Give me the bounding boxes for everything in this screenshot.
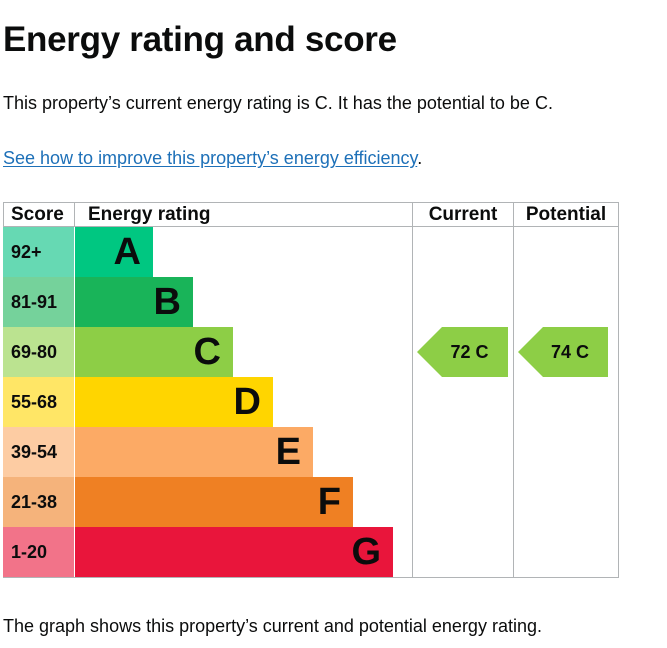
current-rating-arrow-label: 72 C [450,342,489,362]
energy-rating-chart: Score Energy rating Current Potential 92… [3,202,619,578]
current-rating-arrow: 72 C [417,327,508,377]
band-letter: B [153,281,181,323]
rating-band-b: B [75,277,193,327]
rating-band-a: A [75,227,153,277]
potential-rating-arrow-label: 74 C [550,342,590,362]
score-column-divider [74,202,75,227]
improve-link-line: See how to improve this property’s energ… [3,148,422,169]
score-range-b: 81-91 [3,277,74,327]
score-range-e: 39-54 [3,427,74,477]
chart-bottom-border [3,577,619,578]
improve-efficiency-link[interactable]: See how to improve this property’s energ… [3,148,418,168]
header-energy-rating: Energy rating [88,204,211,225]
band-letter: D [233,381,261,423]
rating-band-e: E [75,427,313,477]
rating-band-c: C [75,327,233,377]
chart-top-border [3,202,619,203]
score-range-g: 1-20 [3,527,74,577]
band-letter: C [193,331,221,373]
band-letter: E [275,431,301,473]
header-potential: Potential [525,204,607,225]
current-column-divider [412,202,413,578]
current-rating-arrow-shape [417,327,508,377]
score-range-a: 92+ [3,227,74,277]
header-current: Current [428,204,498,225]
graph-description: The graph shows this property’s current … [3,616,542,636]
header-divider [3,226,619,227]
page-title: Energy rating and score [3,20,397,59]
potential-rating-arrow: 74 C [518,327,608,377]
score-range-c: 69-80 [3,327,74,377]
potential-rating-arrow-shape [518,327,608,377]
rating-band-g: G [75,527,393,577]
band-letter: A [113,231,141,273]
rating-band-f: F [75,477,353,527]
rating-summary: This property’s current energy rating is… [3,93,553,113]
rating-band-d: D [75,377,273,427]
score-range-f: 21-38 [3,477,74,527]
band-letter: G [351,531,381,573]
link-suffix: . [417,148,423,168]
score-range-d: 55-68 [3,377,74,427]
band-letter: F [317,481,341,523]
header-score: Score [11,204,64,225]
chart-right-border [618,202,619,578]
potential-column-divider [513,202,514,578]
